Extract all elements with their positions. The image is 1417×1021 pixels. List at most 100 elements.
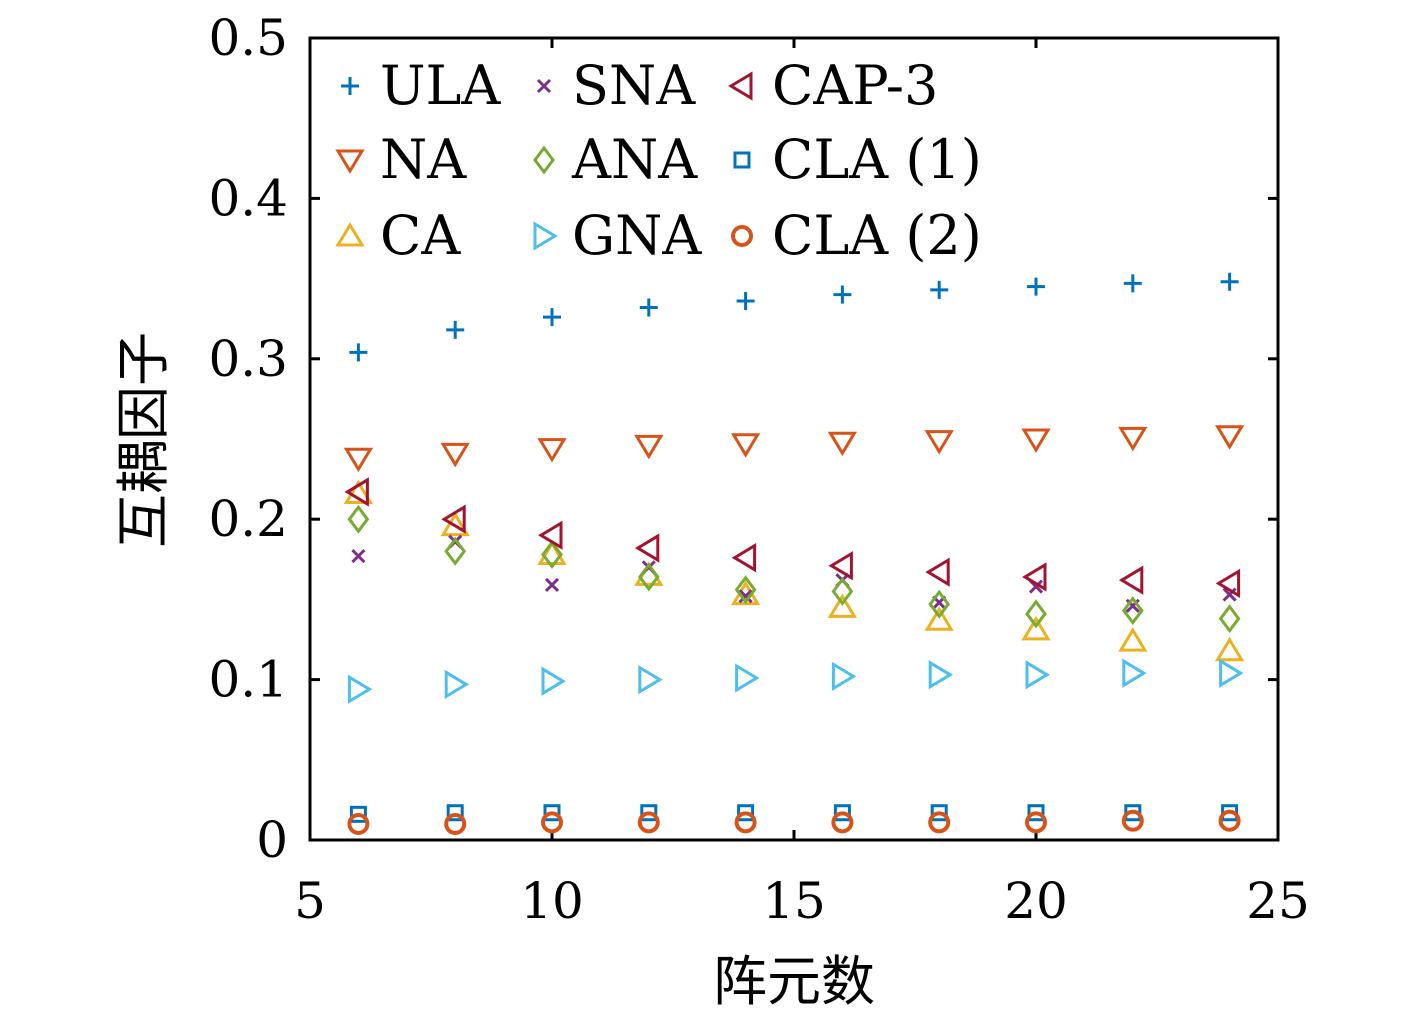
data-point — [343, 447, 374, 473]
data-point — [446, 804, 464, 822]
data-point — [541, 666, 566, 696]
data-point — [928, 660, 954, 690]
data-point — [735, 663, 760, 693]
data-point — [440, 442, 470, 468]
data-point — [831, 811, 854, 834]
legend-marker — [533, 145, 555, 175]
data-point — [538, 520, 563, 550]
data-point — [1214, 636, 1245, 662]
legend-marker — [335, 149, 365, 174]
legend-marker — [335, 222, 365, 247]
series-na — [343, 425, 1245, 473]
data-point — [351, 549, 366, 564]
data-point — [639, 298, 658, 317]
data-point — [344, 477, 369, 507]
x-axis-title: 阵元数 — [713, 950, 875, 1013]
data-point — [1214, 425, 1245, 450]
legend-marker — [731, 225, 753, 247]
legend-item: CAP-3 — [728, 54, 938, 117]
data-point — [347, 504, 370, 534]
series-sna — [351, 534, 1237, 613]
data-point — [349, 343, 368, 362]
data-point — [1123, 274, 1142, 293]
data-point — [637, 811, 660, 834]
series-cap-3 — [344, 477, 1241, 599]
legend-label: NA — [380, 128, 467, 191]
legend-label: CLA (2) — [772, 204, 982, 267]
data-point — [928, 589, 951, 619]
data-point — [1218, 809, 1241, 832]
legend-item: CLA (1) — [733, 128, 982, 191]
data-point — [1021, 615, 1051, 641]
data-point — [640, 804, 658, 822]
legend-label: CLA (1) — [772, 128, 982, 191]
data-point — [734, 575, 757, 605]
series-cla-1 — [349, 804, 1239, 823]
legend-marker — [341, 77, 359, 95]
data-point — [638, 664, 663, 695]
legend-item: ULA — [341, 54, 501, 117]
data-point — [833, 285, 852, 304]
legend-label: CA — [380, 204, 461, 267]
data-point — [440, 511, 470, 537]
data-point — [1122, 658, 1147, 688]
data-point — [737, 804, 755, 822]
data-marks — [343, 272, 1245, 835]
data-point — [831, 576, 854, 606]
y-axis-title: 互耦因子 — [112, 332, 175, 548]
data-point — [347, 674, 373, 704]
data-point — [1118, 627, 1148, 652]
data-point — [928, 811, 951, 834]
series-ana — [347, 504, 1241, 634]
legend: ULA NA CA SNA ANA GNA CAP-3 CLA (1) CLA (2) — [335, 54, 982, 267]
data-point — [1027, 277, 1045, 296]
data-point — [343, 479, 374, 505]
data-point — [1118, 426, 1148, 452]
x-tick-label: 15 — [762, 872, 826, 930]
y-tick-label: 0.2 — [208, 490, 288, 548]
data-point — [637, 562, 660, 592]
data-point — [738, 589, 753, 604]
data-point — [827, 593, 858, 618]
legend-label: CAP-3 — [772, 54, 938, 117]
data-point — [1219, 658, 1244, 688]
axis-ticks: 5 10 15 20 25 0 0.1 0.2 0.3 0.4 0.5 — [208, 9, 1309, 930]
x-tick-label: 10 — [520, 872, 584, 930]
data-point — [1025, 599, 1047, 629]
data-point — [446, 320, 465, 339]
series-gna — [347, 658, 1244, 704]
data-point — [1215, 568, 1241, 599]
series-cla-2 — [347, 809, 1241, 835]
data-point — [1021, 428, 1051, 453]
data-point — [541, 811, 563, 834]
legend-item: SNA — [536, 54, 696, 117]
legend-label: GNA — [572, 204, 702, 267]
legend-item: NA — [335, 128, 467, 191]
data-point — [828, 551, 853, 581]
data-point — [544, 577, 560, 593]
x-tick-label: 20 — [1004, 872, 1068, 930]
legend-marker — [536, 78, 552, 94]
data-point — [1025, 811, 1047, 834]
data-point — [734, 811, 757, 834]
y-tick-label: 0.1 — [208, 651, 288, 709]
data-point — [1027, 804, 1045, 822]
legend-label: ANA — [571, 128, 698, 191]
data-point — [924, 430, 954, 455]
data-point — [537, 438, 567, 463]
data-point — [444, 812, 467, 835]
data-point — [1222, 587, 1237, 602]
series-ca — [343, 479, 1245, 662]
data-point — [441, 504, 466, 534]
data-point — [543, 804, 561, 822]
legend-label: ULA — [380, 54, 501, 117]
data-point — [1121, 809, 1144, 832]
data-point — [634, 434, 664, 460]
data-point — [1118, 565, 1144, 595]
y-tick-label: 0 — [256, 811, 288, 869]
y-tick-label: 0.3 — [208, 330, 288, 388]
data-point — [541, 539, 563, 569]
data-point — [930, 280, 949, 299]
